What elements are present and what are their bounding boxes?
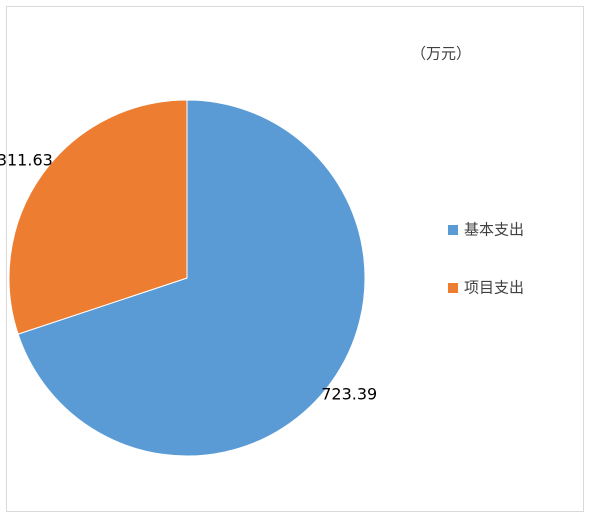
pie-slice [8,99,188,335]
data-label: 723.39 [321,385,377,404]
legend-label: 基本支出 [464,221,524,239]
unit-label: （万元） [411,45,471,63]
legend-swatch [448,283,458,293]
legend-label: 项目支出 [464,279,524,297]
legend-swatch [448,225,458,235]
data-label: 311.63 [0,150,53,169]
pie-slice [17,99,366,457]
